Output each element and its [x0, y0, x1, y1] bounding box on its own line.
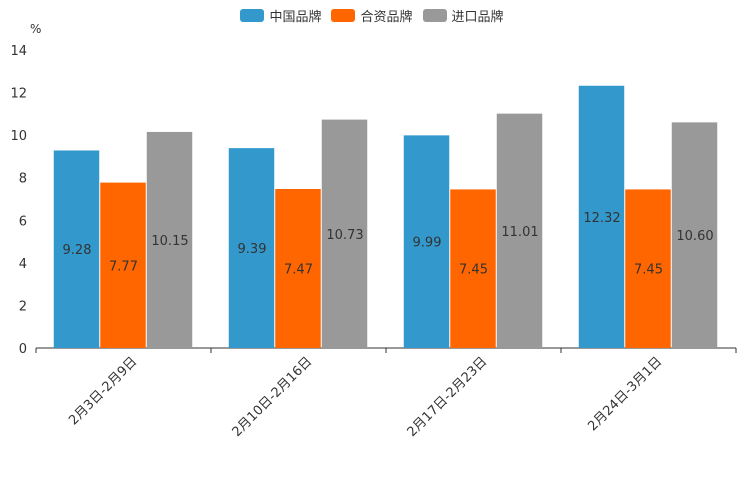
bar-value-label: 10.73 [326, 228, 363, 243]
legend-item-joint-venture-brand[interactable]: 合资品牌 [331, 6, 413, 25]
legend-swatch-import-brand [422, 9, 447, 22]
bar-value-label: 7.47 [284, 262, 313, 277]
bar-value-label: 10.60 [676, 229, 713, 244]
bar [53, 150, 100, 348]
bar-value-label: 9.28 [63, 243, 92, 258]
bar [625, 189, 671, 348]
legend-swatch-china-brand [240, 9, 265, 22]
y-tick-label: 10 [10, 129, 27, 144]
legend-label-import-brand: 进口品牌 [451, 10, 504, 25]
bar [578, 85, 625, 348]
x-category-label: 2月3日-2月9日 [66, 354, 140, 428]
chart-legend: 中国品牌 合资品牌 进口品牌 [0, 6, 744, 25]
y-tick-label: 12 [10, 87, 27, 102]
bar [496, 113, 543, 348]
bar-value-label: 9.39 [238, 242, 267, 257]
bar-value-label: 7.77 [109, 259, 138, 274]
bar [100, 182, 146, 348]
bar-value-label: 7.45 [459, 263, 488, 278]
y-tick-label: 8 [19, 172, 27, 187]
y-tick-label: 6 [19, 214, 27, 229]
bar [450, 189, 496, 348]
bar [403, 135, 450, 348]
y-tick-label: 2 [19, 299, 27, 314]
legend-item-import-brand[interactable]: 进口品牌 [422, 6, 504, 25]
bar [228, 148, 275, 348]
bar [321, 119, 368, 349]
bar [671, 122, 718, 348]
legend-label-china-brand: 中国品牌 [269, 10, 322, 25]
x-category-label: 2月10日-2月16日 [230, 354, 316, 440]
x-category-label: 2月17日-2月23日 [405, 354, 491, 440]
bar [275, 188, 321, 348]
y-tick-label: 0 [19, 342, 27, 357]
y-tick-label: 4 [19, 257, 27, 272]
bar [146, 131, 193, 348]
bar-value-label: 10.15 [151, 234, 188, 249]
legend-label-joint-venture-brand: 合资品牌 [360, 10, 413, 25]
legend-swatch-joint-venture-brand [331, 9, 356, 22]
y-tick-label: 14 [10, 44, 27, 59]
bar-value-label: 11.01 [501, 225, 538, 240]
legend-item-china-brand[interactable]: 中国品牌 [240, 6, 321, 25]
bar-value-label: 7.45 [634, 263, 663, 278]
bar-value-label: 9.99 [413, 236, 442, 251]
y-axis-unit: % [30, 22, 42, 36]
x-category-label: 2月24日-3月1日 [585, 354, 665, 434]
bar-value-label: 12.32 [583, 211, 620, 226]
